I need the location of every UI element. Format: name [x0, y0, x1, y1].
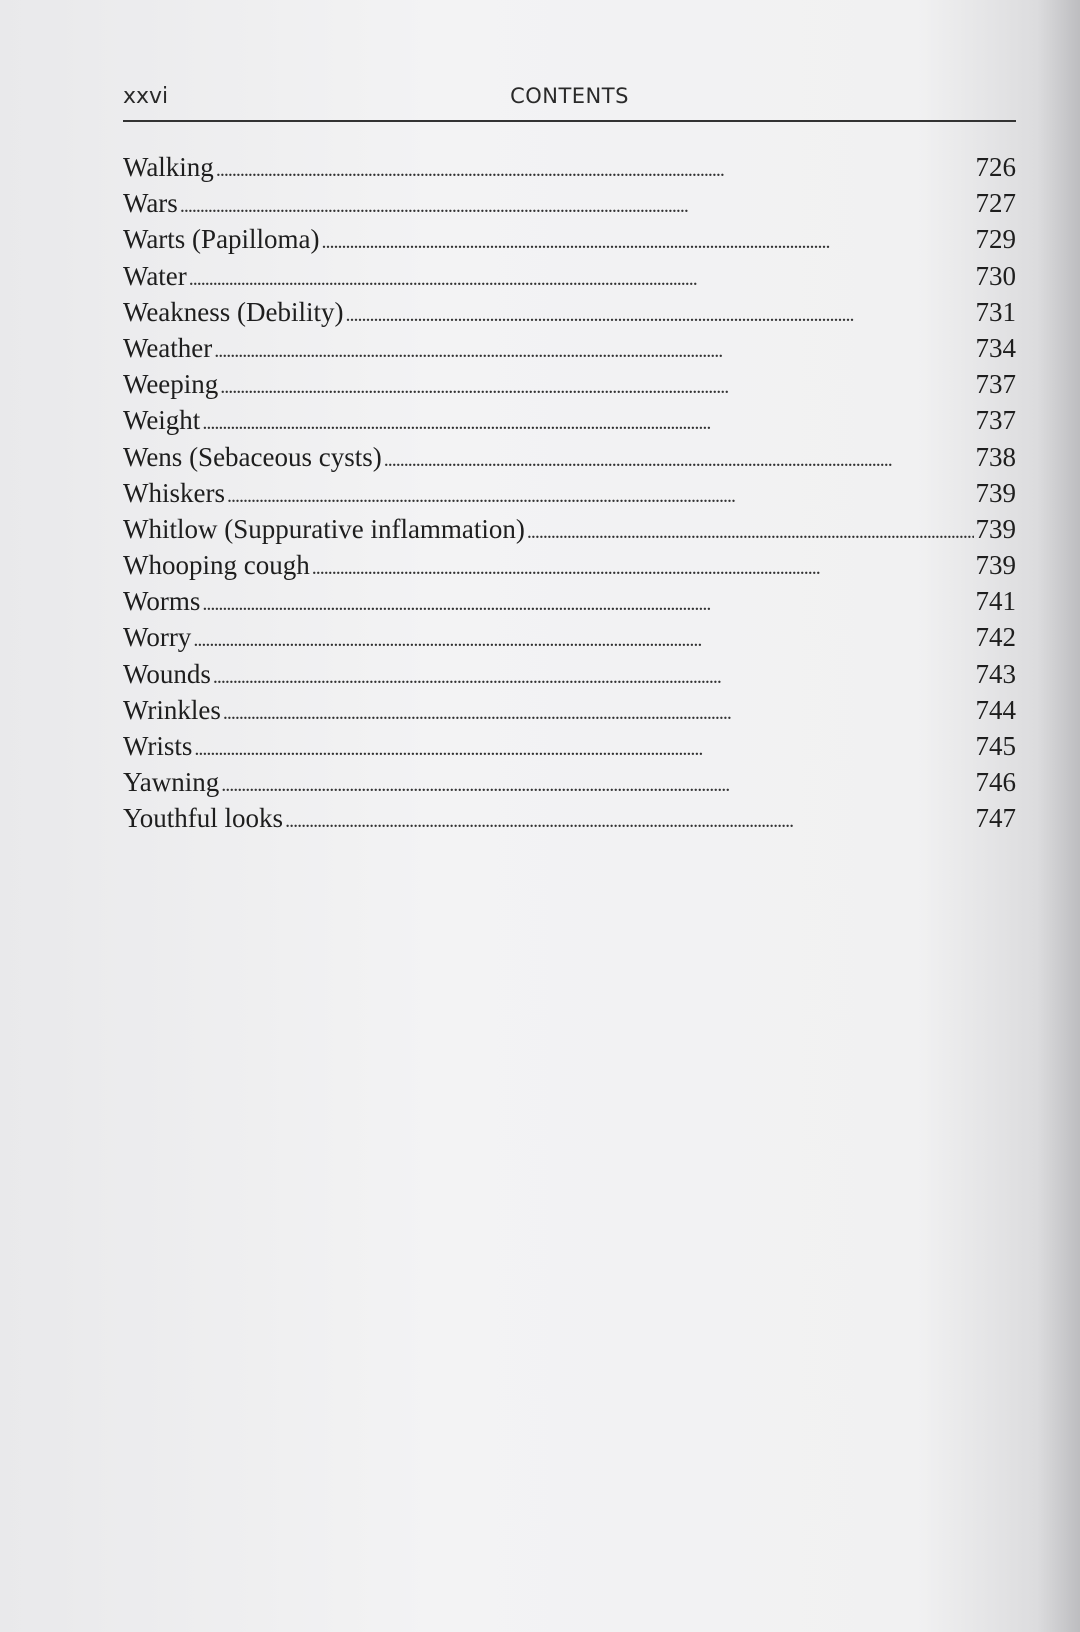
- dot-leader: [322, 224, 974, 255]
- dot-leader: [193, 622, 973, 653]
- toc-entry: Weakness (Debility) 731: [123, 297, 1016, 333]
- toc-entry: Wars 727: [123, 188, 1016, 224]
- entry-title: Walking: [123, 152, 214, 182]
- dot-leader: [346, 297, 974, 328]
- toc-entry: Weather 734: [123, 333, 1016, 369]
- entry-title: Wrinkles: [123, 694, 221, 725]
- toc-entry: Wrinkles 744: [123, 695, 1016, 731]
- entry-title: Whiskers: [123, 477, 225, 508]
- entry-page: 739: [975, 550, 1017, 581]
- entry-page: 729: [975, 224, 1017, 255]
- entry-title: Weight: [123, 405, 201, 436]
- dot-leader: [312, 550, 974, 581]
- dot-leader: [202, 586, 973, 617]
- dot-leader: [194, 731, 973, 762]
- entry-page: 727: [975, 188, 1017, 219]
- toc-entry: Wrists 745: [123, 731, 1016, 767]
- entry-title: Weather: [123, 332, 213, 363]
- page-number: xxvi: [123, 84, 169, 109]
- toc-entry: Worry 742: [123, 622, 1016, 658]
- toc-entry: Worms 741: [123, 586, 1016, 622]
- entry-title: Worms: [123, 586, 201, 617]
- toc-entry: Warts (Papilloma) 729: [123, 224, 1016, 260]
- running-header: xxvi CONTENTS: [123, 84, 1016, 122]
- contents-list: Walking 726 Wars 727 Warts (Papilloma) 729 Wat…: [123, 152, 1016, 840]
- entry-title: Warts (Papilloma): [123, 224, 320, 255]
- dot-leader: [213, 659, 974, 690]
- entry-page: 731: [975, 296, 1017, 327]
- entry-page: 746: [975, 767, 1017, 798]
- entry-page: 744: [975, 694, 1017, 725]
- entry-title: Weeping: [123, 369, 219, 400]
- entry-title: Whooping cough: [123, 550, 310, 581]
- toc-entry: Water 730: [123, 261, 1016, 297]
- toc-entry: Walking 726: [123, 152, 1016, 188]
- entry-page: 726: [975, 152, 1017, 182]
- toc-entry: Whooping cough 739: [123, 550, 1016, 586]
- page-title: CONTENTS: [510, 84, 629, 108]
- toc-entry: Whiskers 739: [123, 478, 1016, 514]
- entry-title: Whitlow (Suppurative inflammation): [123, 513, 525, 544]
- entry-title: Worry: [123, 622, 192, 653]
- dot-leader: [221, 767, 973, 798]
- entry-page: 737: [975, 369, 1017, 400]
- entry-title: Wrists: [123, 731, 193, 761]
- dot-leader: [227, 478, 974, 509]
- dot-leader: [216, 152, 974, 183]
- entry-page: 741: [975, 586, 1017, 617]
- toc-entry: Youthful looks 747: [123, 803, 1016, 839]
- entry-title: Water: [123, 260, 187, 291]
- toc-entry: Wens (Sebaceous cysts) 738: [123, 442, 1016, 478]
- entry-title: Youthful looks: [123, 803, 284, 834]
- toc-entry: Weight 737: [123, 405, 1016, 441]
- dot-leader: [527, 514, 974, 545]
- toc-entry: Weeping 737: [123, 369, 1016, 405]
- entry-page: 730: [975, 260, 1017, 291]
- dot-leader: [285, 803, 973, 834]
- entry-page: 745: [975, 731, 1017, 761]
- toc-entry: Yawning 746: [123, 767, 1016, 803]
- dot-leader: [189, 261, 974, 292]
- dot-leader: [220, 369, 973, 400]
- entry-page: 737: [975, 405, 1017, 436]
- entry-page: 739: [975, 513, 1017, 544]
- dot-leader: [180, 188, 974, 219]
- toc-entry: Whitlow (Suppurative inflammation) 739: [123, 514, 1016, 550]
- entry-page: 734: [975, 332, 1017, 363]
- dot-leader: [202, 405, 973, 436]
- dot-leader: [223, 695, 974, 726]
- entry-page: 742: [975, 622, 1017, 653]
- entry-page: 747: [975, 803, 1017, 834]
- entry-title: Wens (Sebaceous cysts): [123, 441, 382, 472]
- entry-title: Wars: [123, 188, 178, 219]
- entry-title: Weakness (Debility): [123, 296, 344, 327]
- toc-entry: Wounds 743: [123, 659, 1016, 695]
- entry-page: 743: [975, 658, 1017, 689]
- entry-page: 739: [975, 477, 1017, 508]
- dot-leader: [384, 442, 974, 473]
- entry-title: Wounds: [123, 658, 211, 689]
- entry-title: Yawning: [123, 767, 220, 798]
- dot-leader: [214, 333, 973, 364]
- entry-page: 738: [975, 441, 1017, 472]
